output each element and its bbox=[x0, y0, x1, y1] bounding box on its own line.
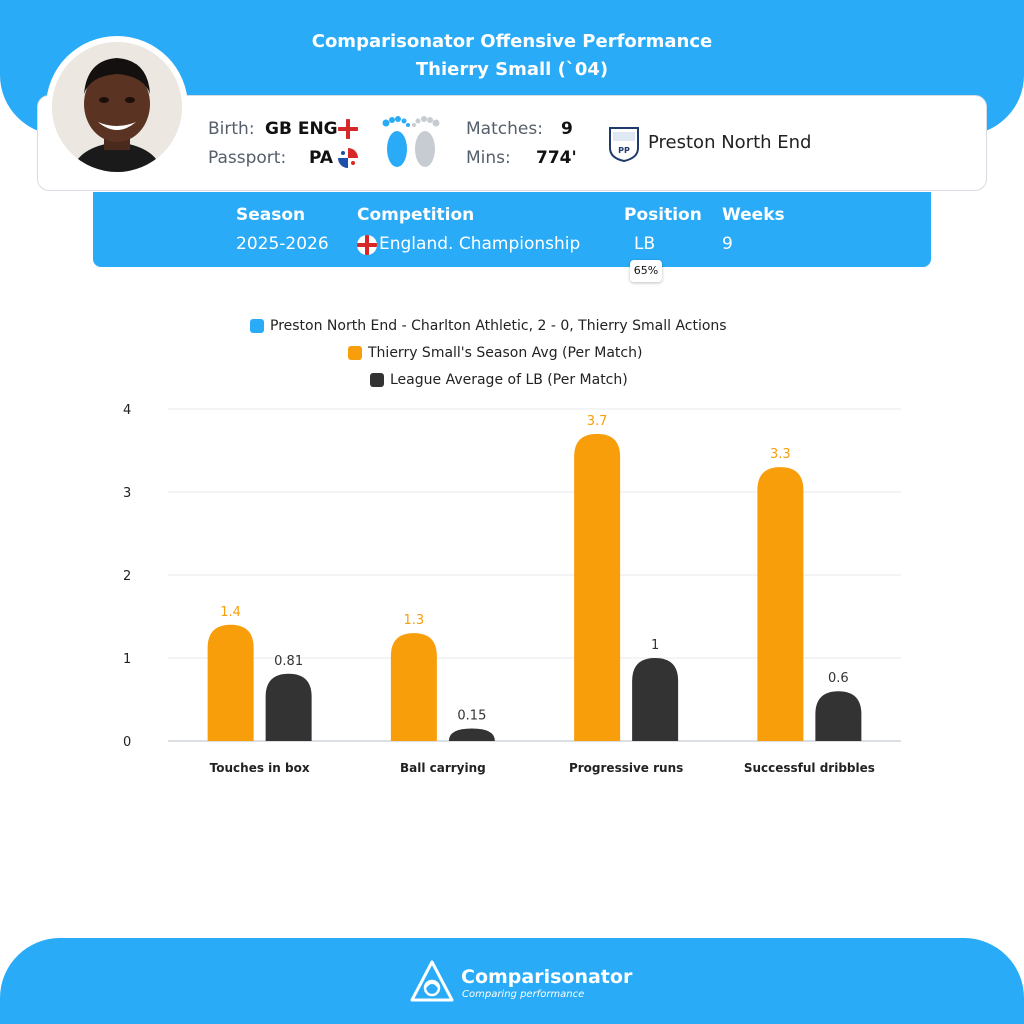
comparisonator-logo-icon bbox=[410, 960, 454, 1002]
crest-text: PP bbox=[618, 146, 630, 155]
position-percentage-badge: 65% bbox=[630, 260, 662, 282]
data-label: 1.3 bbox=[404, 613, 425, 628]
bar-season-avg bbox=[574, 433, 621, 741]
feet-icon bbox=[382, 116, 440, 167]
position-header: Position bbox=[624, 205, 702, 225]
season-header: Season bbox=[236, 205, 306, 225]
page-title: Comparisonator Offensive Performance Thi… bbox=[0, 28, 1024, 84]
bar-season-avg bbox=[390, 633, 437, 741]
data-label: 1 bbox=[651, 638, 659, 653]
y-tick-label: 4 bbox=[123, 403, 131, 418]
legend-item-match[interactable]: Preston North End - Charlton Athletic, 2… bbox=[250, 318, 727, 334]
bar-league-avg bbox=[815, 691, 862, 741]
data-label: 0.15 bbox=[457, 709, 486, 724]
legend-swatch-season-avg bbox=[348, 346, 362, 360]
bar-league-avg bbox=[448, 728, 495, 741]
england-flag-icon bbox=[357, 235, 377, 255]
y-tick-label: 2 bbox=[123, 569, 131, 584]
bar-season-avg bbox=[757, 467, 804, 741]
data-label: 0.6 bbox=[828, 671, 849, 686]
legend-item-season-avg[interactable]: Thierry Small's Season Avg (Per Match) bbox=[348, 345, 642, 361]
bar-league-avg bbox=[265, 673, 312, 741]
player-info-card bbox=[37, 95, 987, 191]
club-name: Preston North End bbox=[648, 132, 812, 153]
footer-band bbox=[0, 938, 1024, 1024]
data-label: 3.3 bbox=[770, 447, 791, 462]
data-label: 1.4 bbox=[220, 605, 241, 620]
brand-name: Comparisonator bbox=[461, 966, 633, 988]
legend-item-league-avg[interactable]: League Average of LB (Per Match) bbox=[370, 372, 628, 388]
y-tick-label: 0 bbox=[123, 735, 131, 750]
mins-label: Mins: bbox=[466, 148, 511, 168]
title-line-1: Comparisonator Offensive Performance bbox=[311, 31, 713, 52]
competition-header: Competition bbox=[357, 205, 475, 225]
player-avatar bbox=[52, 42, 182, 172]
birth-label: Birth: bbox=[208, 119, 255, 139]
competition-value: England. Championship bbox=[379, 234, 581, 254]
legend-swatch-match bbox=[250, 319, 264, 333]
legend-label-match: Preston North End - Charlton Athletic, 2… bbox=[270, 318, 727, 334]
y-tick-label: 3 bbox=[123, 486, 131, 501]
matches-label: Matches: bbox=[466, 119, 543, 139]
mins-value: 774' bbox=[536, 148, 577, 168]
bar-season-avg bbox=[207, 624, 254, 741]
bar-league-avg bbox=[632, 658, 679, 741]
weeks-header: Weeks bbox=[722, 205, 785, 225]
x-category-label: Progressive runs bbox=[569, 761, 683, 775]
panama-flag-icon bbox=[338, 148, 358, 168]
title-line-2: Thierry Small (`04) bbox=[415, 59, 609, 80]
y-tick-label: 1 bbox=[123, 652, 131, 667]
matches-value: 9 bbox=[561, 119, 573, 139]
passport-label: Passport: bbox=[208, 148, 287, 168]
passport-value: PA bbox=[309, 148, 334, 168]
data-label: 0.81 bbox=[274, 654, 303, 669]
england-flag-icon bbox=[338, 119, 358, 139]
data-label: 3.7 bbox=[587, 414, 608, 429]
season-value: 2025-2026 bbox=[236, 234, 329, 254]
x-category-label: Touches in box bbox=[210, 761, 310, 775]
birth-value: GB ENG bbox=[265, 119, 338, 139]
club-crest-icon: PP bbox=[609, 127, 639, 162]
weeks-value: 9 bbox=[722, 234, 733, 254]
brand-tagline: Comparing performance bbox=[462, 989, 585, 1000]
x-category-label: Successful dribbles bbox=[744, 761, 875, 775]
season-band bbox=[93, 192, 931, 267]
x-category-label: Ball carrying bbox=[400, 761, 486, 775]
legend-label-league-avg: League Average of LB (Per Match) bbox=[390, 372, 628, 388]
legend-swatch-league-avg bbox=[370, 373, 384, 387]
legend-label-season-avg: Thierry Small's Season Avg (Per Match) bbox=[368, 345, 643, 361]
position-value: LB bbox=[634, 234, 656, 254]
